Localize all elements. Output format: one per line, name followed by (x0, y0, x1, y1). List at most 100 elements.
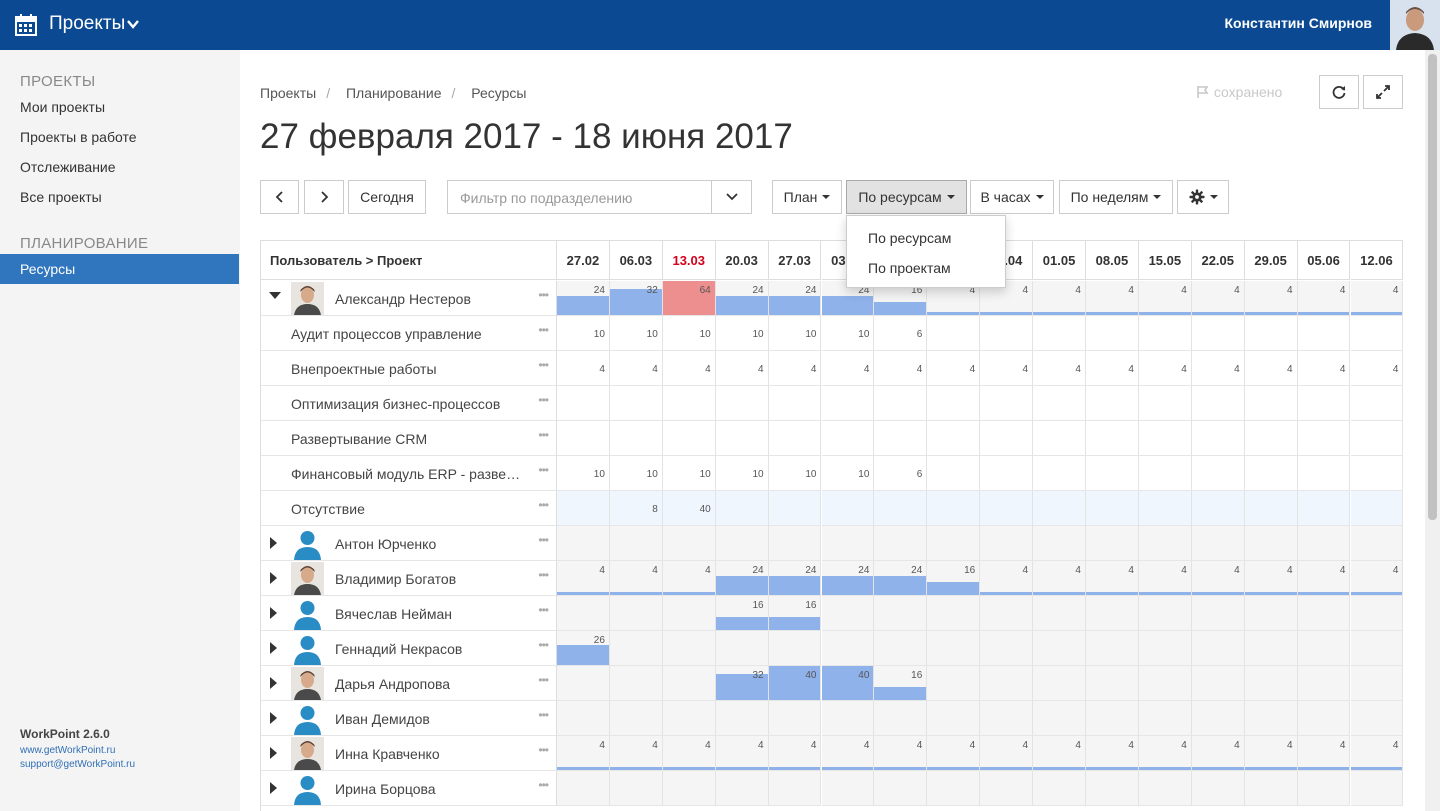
allocation-cell[interactable]: 40 (768, 666, 822, 701)
allocation-cell[interactable] (821, 421, 875, 456)
allocation-cell[interactable]: 4 (1244, 561, 1298, 596)
allocation-cell[interactable] (1138, 666, 1192, 701)
allocation-cell[interactable] (662, 771, 716, 806)
allocation-cell[interactable] (609, 596, 663, 631)
allocation-cell[interactable] (662, 526, 716, 561)
allocation-cell[interactable] (874, 386, 928, 421)
allocation-cell[interactable]: 4 (1297, 561, 1351, 596)
breadcrumb-item-planning[interactable]: Планирование (345, 85, 442, 101)
more-options-icon[interactable]: ••• (538, 463, 549, 477)
allocation-cell[interactable]: 4 (980, 561, 1034, 596)
allocation-cell[interactable] (821, 526, 875, 561)
calendar-icon[interactable] (14, 13, 38, 37)
allocation-cell[interactable]: 4 (715, 736, 769, 771)
allocation-cell[interactable] (715, 526, 769, 561)
allocation-cell[interactable] (1350, 596, 1403, 631)
allocation-cell[interactable] (715, 491, 769, 526)
allocation-cell[interactable]: 16 (715, 596, 769, 631)
allocation-cell[interactable] (1244, 526, 1298, 561)
sidebar-item-resources[interactable]: Ресурсы (0, 254, 239, 284)
allocation-cell[interactable] (768, 631, 822, 666)
allocation-cell[interactable] (1191, 491, 1245, 526)
allocation-cell[interactable]: 4 (1138, 281, 1192, 316)
allocation-cell[interactable]: 4 (980, 351, 1034, 386)
collapse-icon[interactable] (269, 292, 281, 299)
allocation-cell[interactable] (1350, 631, 1403, 666)
allocation-cell[interactable] (1033, 701, 1086, 736)
allocation-cell[interactable] (1244, 491, 1298, 526)
prev-period-button[interactable] (260, 180, 299, 214)
allocation-cell[interactable] (662, 631, 716, 666)
allocation-cell[interactable] (927, 701, 981, 736)
allocation-cell[interactable] (609, 421, 663, 456)
allocation-cell[interactable] (980, 631, 1034, 666)
allocation-cell[interactable]: 64 (662, 281, 716, 316)
allocation-cell[interactable]: 4 (1033, 281, 1086, 316)
allocation-cell[interactable]: 24 (715, 281, 769, 316)
project-name-label[interactable]: Отсутствие (291, 501, 365, 517)
allocation-cell[interactable] (980, 666, 1034, 701)
allocation-cell[interactable] (1138, 421, 1192, 456)
today-button[interactable]: Сегодня (348, 180, 426, 214)
allocation-cell[interactable] (1191, 386, 1245, 421)
allocation-cell[interactable] (1033, 386, 1086, 421)
allocation-cell[interactable] (1138, 526, 1192, 561)
allocation-cell[interactable] (557, 421, 610, 456)
allocation-cell[interactable]: 4 (715, 351, 769, 386)
more-options-icon[interactable]: ••• (538, 673, 549, 687)
allocation-cell[interactable] (1086, 316, 1139, 351)
allocation-cell[interactable]: 4 (1244, 736, 1298, 771)
user-name-label[interactable]: Антон Юрченко (335, 536, 437, 552)
allocation-cell[interactable] (1086, 771, 1139, 806)
allocation-cell[interactable]: 4 (1086, 736, 1139, 771)
allocation-cell[interactable]: 4 (609, 351, 663, 386)
allocation-cell[interactable]: 10 (715, 456, 769, 491)
more-options-icon[interactable]: ••• (538, 288, 549, 302)
allocation-cell[interactable] (1350, 421, 1403, 456)
allocation-cell[interactable] (1350, 491, 1403, 526)
more-options-icon[interactable]: ••• (538, 428, 549, 442)
allocation-cell[interactable]: 4 (1086, 281, 1139, 316)
allocation-cell[interactable] (1086, 596, 1139, 631)
allocation-cell[interactable] (1191, 526, 1245, 561)
allocation-cell[interactable] (1033, 596, 1086, 631)
allocation-cell[interactable] (1191, 771, 1245, 806)
user-name-label[interactable]: Ирина Борцова (335, 781, 436, 797)
allocation-cell[interactable]: 16 (927, 561, 981, 596)
website-link[interactable]: www.getWorkPoint.ru (20, 745, 116, 756)
allocation-cell[interactable]: 4 (1297, 281, 1351, 316)
allocation-cell[interactable] (874, 596, 928, 631)
allocation-cell[interactable] (768, 526, 822, 561)
allocation-cell[interactable] (1086, 631, 1139, 666)
more-options-icon[interactable]: ••• (538, 533, 549, 547)
allocation-cell[interactable] (1297, 316, 1351, 351)
allocation-cell[interactable]: 4 (1033, 561, 1086, 596)
allocation-cell[interactable] (1138, 491, 1192, 526)
allocation-cell[interactable]: 10 (557, 316, 610, 351)
allocation-cell[interactable] (1033, 456, 1086, 491)
allocation-cell[interactable] (1297, 526, 1351, 561)
allocation-cell[interactable]: 10 (662, 456, 716, 491)
allocation-cell[interactable]: 4 (927, 351, 981, 386)
allocation-cell[interactable] (557, 701, 610, 736)
allocation-cell[interactable] (557, 526, 610, 561)
allocation-cell[interactable] (1297, 491, 1351, 526)
allocation-cell[interactable]: 4 (1244, 351, 1298, 386)
allocation-cell[interactable]: 24 (715, 561, 769, 596)
more-options-icon[interactable]: ••• (538, 638, 549, 652)
refresh-button[interactable] (1319, 75, 1359, 109)
allocation-cell[interactable]: 4 (1191, 351, 1245, 386)
allocation-cell[interactable] (609, 386, 663, 421)
allocation-cell[interactable] (1244, 456, 1298, 491)
allocation-cell[interactable] (821, 491, 875, 526)
allocation-cell[interactable]: 16 (874, 666, 928, 701)
expand-icon[interactable] (270, 782, 277, 794)
allocation-cell[interactable] (1350, 386, 1403, 421)
allocation-cell[interactable]: 4 (609, 736, 663, 771)
sidebar-item-projects-in-work[interactable]: Проекты в работе (20, 129, 137, 145)
department-filter-input[interactable]: Фильтр по подразделению (447, 180, 752, 214)
allocation-cell[interactable]: 4 (557, 351, 610, 386)
allocation-cell[interactable] (874, 701, 928, 736)
filter-dropdown-button[interactable] (711, 181, 751, 213)
allocation-cell[interactable] (980, 491, 1034, 526)
